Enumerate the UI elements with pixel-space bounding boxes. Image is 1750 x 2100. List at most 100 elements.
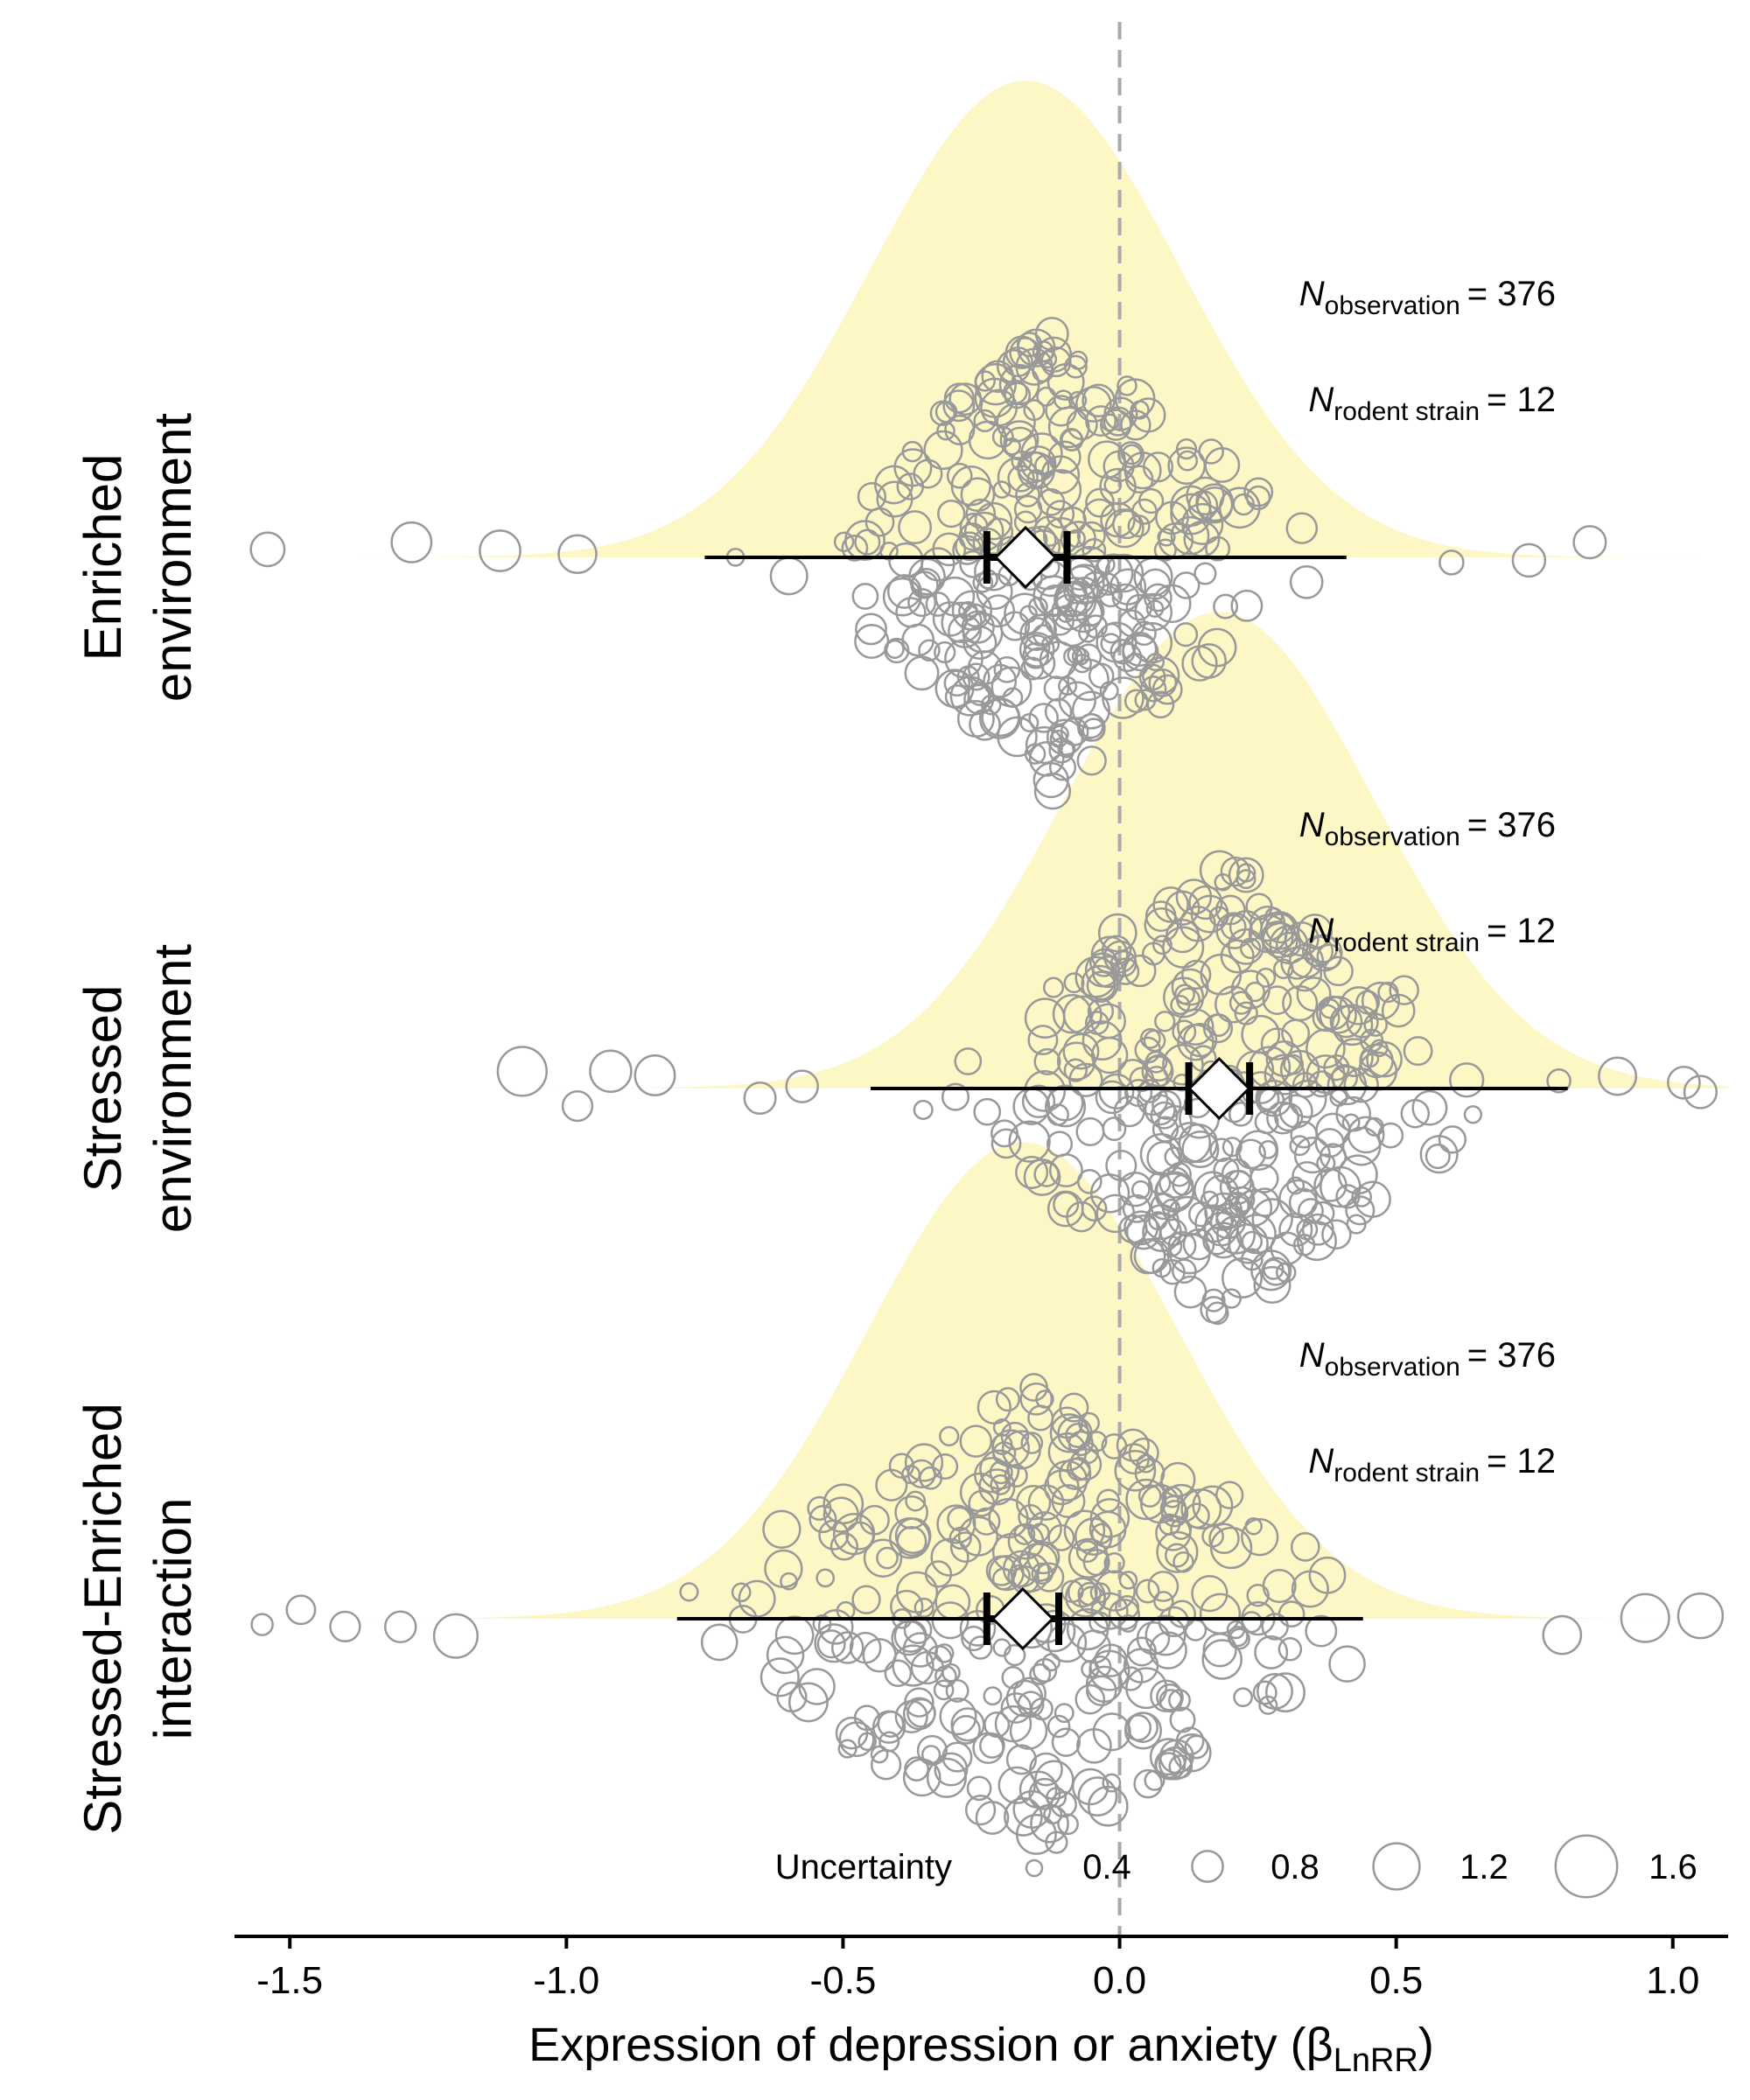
observation-point	[854, 623, 890, 660]
observation-point	[934, 1664, 957, 1688]
observation-point	[1280, 946, 1314, 980]
observation-point	[1170, 515, 1210, 556]
observation-point	[1005, 1679, 1044, 1718]
observation-point	[1023, 647, 1056, 680]
observation-point	[876, 1546, 899, 1570]
observation-point	[1228, 1186, 1256, 1214]
observation-point	[1059, 1392, 1089, 1423]
observation-point	[1139, 1027, 1161, 1049]
observation-point	[1149, 1738, 1187, 1776]
observation-point	[743, 1081, 777, 1116]
observation-point	[329, 1610, 361, 1643]
observation-point	[949, 1531, 982, 1563]
observation-point	[941, 601, 983, 643]
observation-point	[1236, 1214, 1277, 1255]
observation-point	[1188, 1201, 1214, 1228]
observation-point	[1204, 446, 1241, 483]
observation-point	[1120, 410, 1152, 441]
observation-point	[1125, 593, 1153, 621]
observation-point	[1158, 1513, 1181, 1536]
observation-point	[892, 1644, 934, 1687]
observation-point	[989, 1460, 1013, 1485]
observation-point	[945, 1678, 970, 1703]
observation-point	[1102, 1116, 1127, 1142]
observation-point	[1269, 925, 1309, 964]
observation-point	[1063, 1509, 1106, 1551]
observation-point	[1045, 1830, 1068, 1854]
observation-point	[904, 655, 940, 691]
observation-point	[1289, 1135, 1311, 1157]
observation-point	[1124, 1078, 1153, 1108]
observation-point	[1101, 934, 1132, 965]
legend-label: 0.8	[1270, 1848, 1320, 1886]
observation-point	[1043, 1804, 1063, 1825]
observation-point	[1057, 1416, 1093, 1452]
observation-point	[1234, 1001, 1258, 1026]
observation-point	[1114, 1449, 1157, 1492]
observation-point	[1103, 940, 1137, 974]
observation-point	[1025, 725, 1064, 765]
observation-point	[1020, 432, 1063, 475]
x-tick-label: 0.5	[1369, 1959, 1423, 2002]
observation-point	[1319, 996, 1357, 1034]
observation-point	[1034, 1562, 1065, 1592]
observation-point	[1328, 1645, 1366, 1683]
observation-point	[910, 1650, 944, 1685]
observation-point	[1008, 1120, 1051, 1163]
x-axis: -1.5 -1.0 -0.5 0.0 0.5 1.0 Expression of depre…	[234, 1935, 1728, 2079]
observation-point	[894, 1517, 932, 1554]
observation-point	[979, 1449, 1020, 1490]
observation-point	[1262, 985, 1292, 1015]
observation-point	[1598, 1056, 1638, 1096]
observation-point	[975, 1801, 1010, 1835]
observation-point	[1124, 689, 1149, 713]
observation-point	[1182, 1228, 1215, 1261]
observation-point	[1111, 583, 1140, 612]
observation-point	[1235, 1189, 1273, 1227]
observation-point	[1056, 1041, 1096, 1082]
observation-point	[1018, 1504, 1044, 1530]
observation-point	[1215, 1480, 1244, 1509]
observation-point	[1060, 717, 1089, 746]
density-curve-1	[234, 80, 1728, 558]
observation-point	[929, 400, 956, 426]
observation-point	[1133, 1768, 1163, 1799]
observation-point	[1335, 1184, 1361, 1209]
observation-point	[766, 1635, 805, 1675]
observation-point	[1154, 1011, 1176, 1032]
observation-point	[1228, 909, 1263, 944]
observation-point	[1017, 1690, 1045, 1718]
observation-point	[1260, 1027, 1294, 1060]
observation-point	[941, 1082, 970, 1111]
observation-point	[982, 594, 1016, 628]
observation-point	[1360, 1048, 1380, 1068]
sample-size-annotations: Nobservation = 376 Nrodent strain = 12 Nobse…	[1299, 275, 1556, 1488]
observation-point	[1100, 633, 1122, 654]
observation-point	[1124, 1210, 1159, 1246]
observation-point	[1063, 972, 1085, 994]
observation-point	[1293, 1137, 1331, 1174]
observation-point	[1411, 1089, 1448, 1126]
observation-point	[885, 639, 905, 659]
observation-point	[1031, 1562, 1054, 1586]
density-layer	[234, 80, 1728, 1619]
observation-point	[884, 637, 910, 664]
observation-point	[954, 1047, 983, 1075]
legend-circle	[1191, 1850, 1224, 1883]
observation-point	[973, 1097, 1002, 1126]
observation-point	[1124, 465, 1154, 494]
observation-point	[992, 1638, 1012, 1657]
legend-label: 0.4	[1082, 1848, 1131, 1886]
observation-point	[1297, 1221, 1337, 1262]
observation-point	[285, 1594, 317, 1626]
legend-label: 1.6	[1648, 1848, 1698, 1886]
observation-point	[1256, 967, 1277, 988]
observation-point	[1003, 379, 1028, 405]
n-observation-annotation: Nobservation = 376	[1299, 806, 1556, 851]
observation-point	[1024, 743, 1046, 765]
observation-point	[888, 542, 924, 578]
x-tick-label: 1.0	[1646, 1959, 1699, 2002]
observation-point	[1122, 634, 1159, 672]
observation-point	[1169, 1232, 1211, 1275]
